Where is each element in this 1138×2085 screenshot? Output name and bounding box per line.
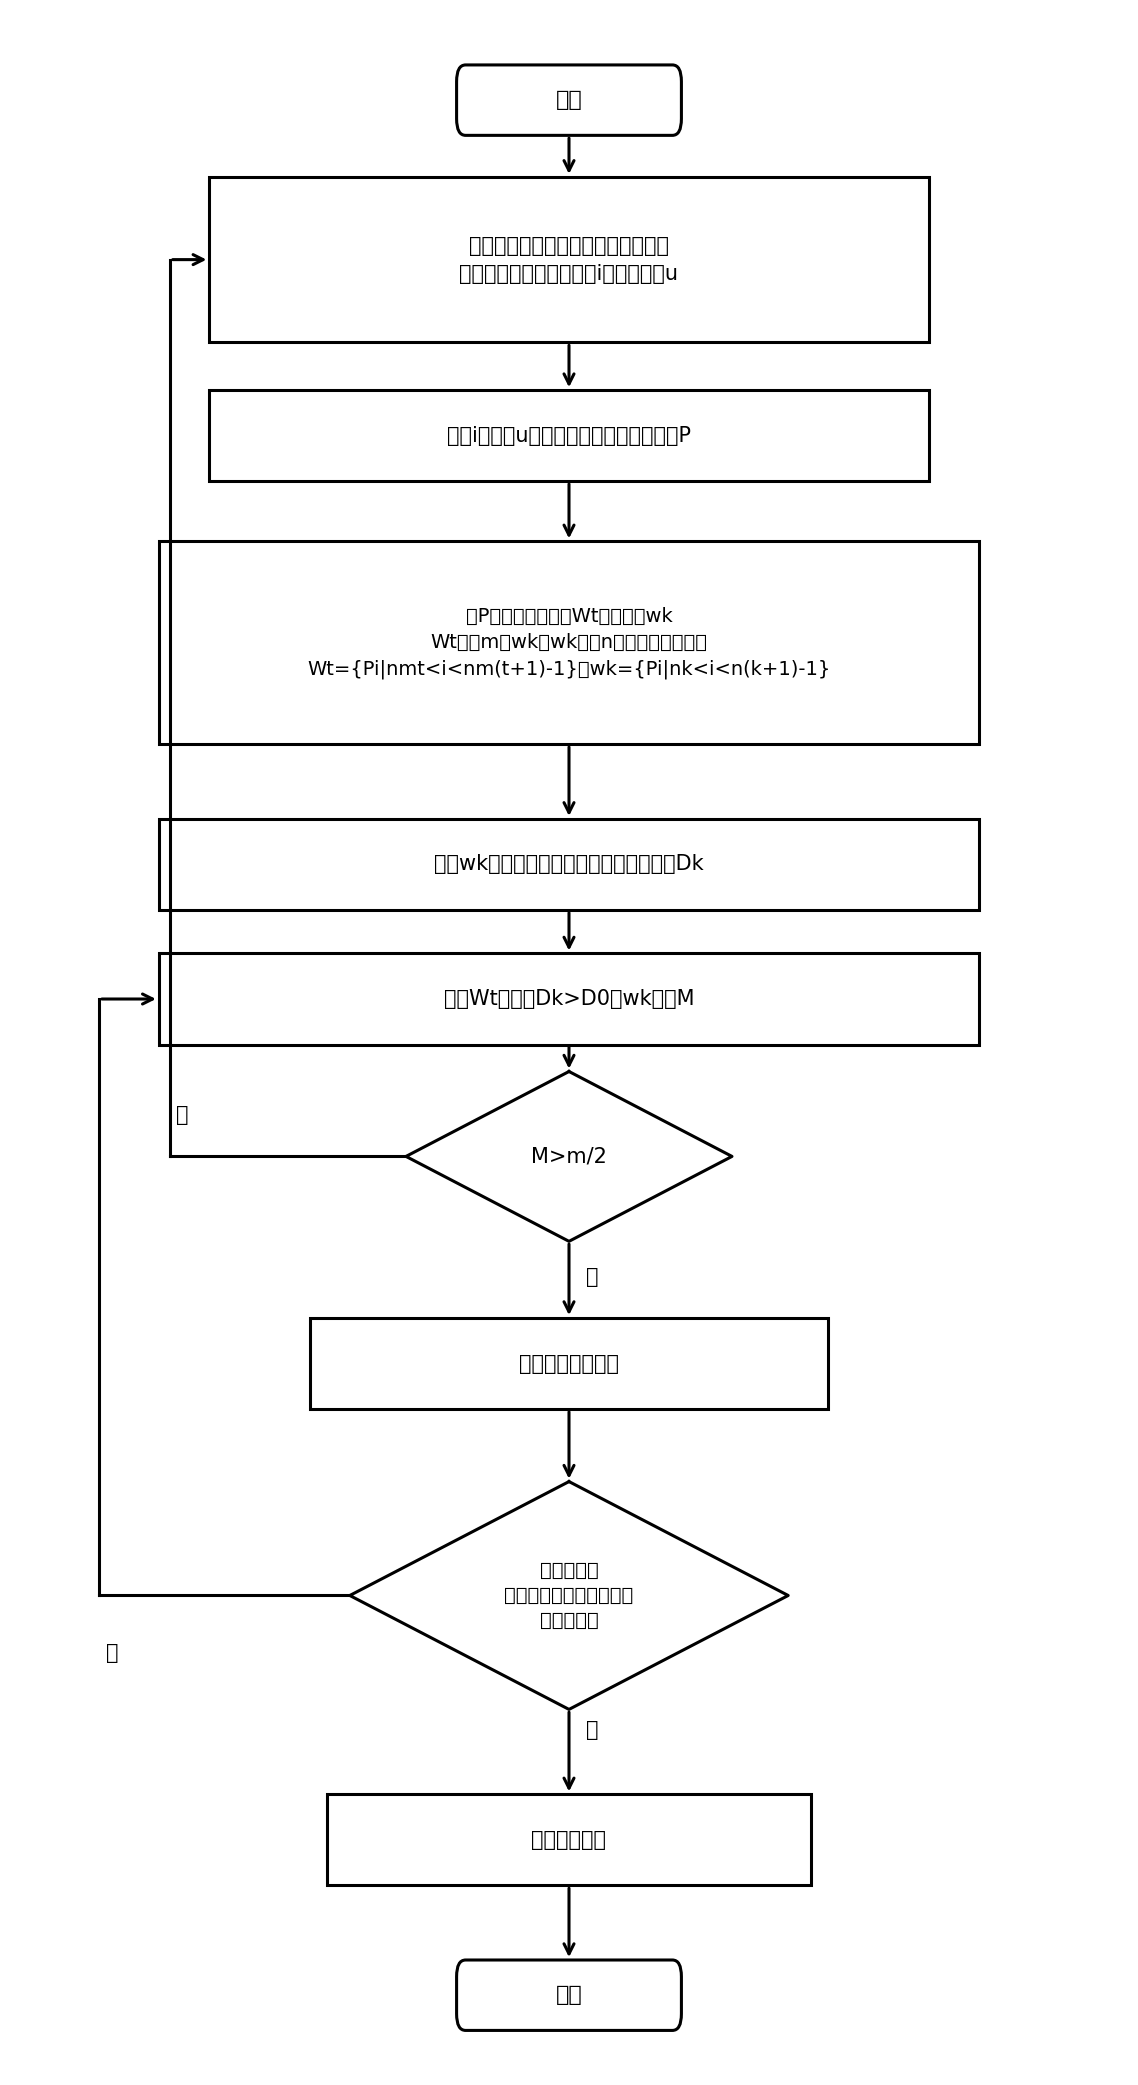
Text: 否: 否 (106, 1643, 118, 1664)
FancyBboxPatch shape (456, 65, 682, 136)
Bar (158, 819, 980, 909)
Bar (158, 542, 980, 744)
Text: 结束: 结束 (555, 1985, 583, 2006)
Text: 开始: 开始 (555, 90, 583, 111)
Text: 是: 是 (586, 1720, 599, 1741)
Text: 有洗衣机运行: 有洗衣机运行 (531, 1831, 607, 1849)
FancyBboxPatch shape (456, 1960, 682, 2031)
Text: 检测到波动大窗口: 检测到波动大窗口 (519, 1353, 619, 1374)
Text: 是: 是 (586, 1266, 599, 1286)
Text: 对P序列构造大窗口Wt和小窗口wk
Wt包含m个wk，wk包含n个离散有功功率点
Wt={Pi|nmt<i<nm(t+1)-1}，wk={Pi|nk<i<n(k: 对P序列构造大窗口Wt和小窗口wk Wt包含m个wk，wk包含n个离散有功功率点… (307, 607, 831, 680)
Text: 统计Wt内满足Dk>D0的wk个数M: 统计Wt内满足Dk>D0的wk个数M (444, 988, 694, 1009)
Bar (158, 953, 980, 1045)
Bar (328, 1795, 810, 1885)
Text: 以一定采样频率采集总电源进线处的
电流电压，形成电流序列i和电压序列u: 以一定采样频率采集总电源进线处的 电流电压，形成电流序列i和电压序列u (460, 236, 678, 284)
Bar (209, 177, 929, 342)
Bar (209, 390, 929, 482)
Text: 否: 否 (175, 1105, 188, 1126)
Bar (311, 1318, 827, 1409)
Text: 根据i序列和u序列计算得到平均功率序列P: 根据i序列和u序列计算得到平均功率序列P (447, 425, 691, 446)
Text: 求取wk内有功功率最大值和最小值的差值Dk: 求取wk内有功功率最大值和最小值的差值Dk (435, 855, 703, 874)
Text: M>m/2: M>m/2 (531, 1147, 607, 1166)
Text: 检测该大窗
口后连续两个大窗口是含
有波动窗口: 检测该大窗 口后连续两个大窗口是含 有波动窗口 (504, 1562, 634, 1630)
